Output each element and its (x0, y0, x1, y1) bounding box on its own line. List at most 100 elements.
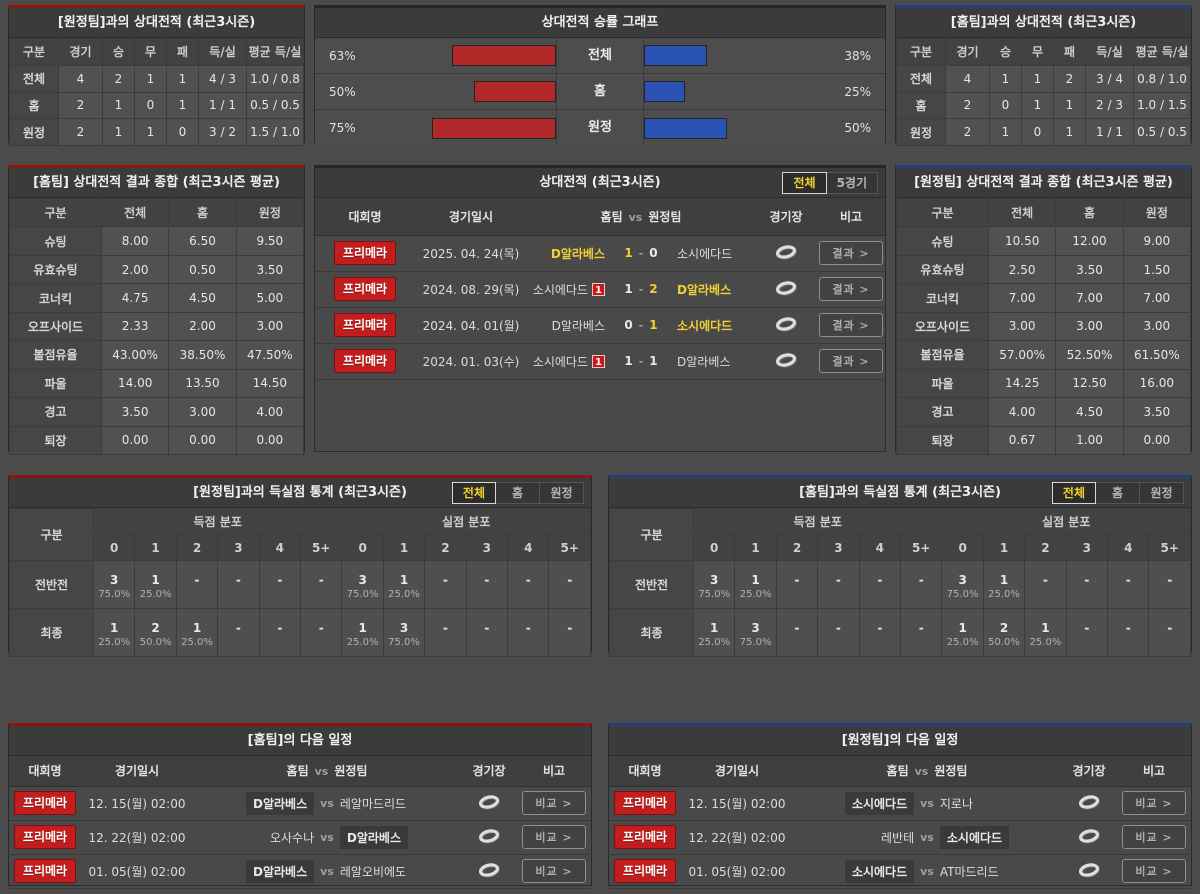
dist-cell: 3 75.0% (92, 560, 136, 609)
stat-value: 38.50% (168, 340, 237, 370)
bin-header: 5+ (1148, 534, 1191, 561)
home-team-name: 소시에다드 (844, 791, 915, 815)
home-team-name: D알라베스 (551, 318, 605, 333)
stadium-icon[interactable] (476, 793, 502, 814)
stadium-icon[interactable] (1076, 827, 1102, 848)
row-label: 유효슈팅 (896, 254, 989, 285)
compare-button[interactable]: 비교 > (522, 859, 586, 883)
col-header: 대회명 (9, 756, 81, 787)
dist-cell: - (465, 560, 509, 609)
goals-row: 전반전 3 75.0% 1 25.0% - - - - 3 75.0% 1 25.0% … (9, 560, 591, 609)
dist-cell: 3 75.0% (382, 608, 426, 657)
vs-label: vs (320, 830, 334, 844)
dist-cell: 1 25.0% (692, 608, 736, 657)
stat-value: 1 (166, 91, 199, 120)
dist-cell: 1 25.0% (382, 560, 426, 609)
dist-cell: - (775, 560, 819, 609)
winrate-category: 원정 (556, 110, 644, 146)
row-label: 전체 (896, 64, 946, 93)
stadium-icon[interactable] (773, 279, 799, 300)
away-team-name: 소시에다드 (677, 318, 733, 333)
result-button[interactable]: 결과 > (819, 313, 883, 337)
compare-button[interactable]: 비교 > (1122, 859, 1186, 883)
dist-cell: - (1024, 560, 1067, 609)
section-title: [원정팀]과의 득실점 통계 (최근3시즌) 전체 홈 원정 (9, 478, 591, 508)
result-button[interactable]: 결과 > (819, 241, 883, 265)
summary-away-table: 구분 전체 홈 원정 슈팅 10.50 12.00 9.00 유효슈팅 2.50 3.50 1.5… (896, 197, 1192, 455)
dist-cell: 1 25.0% (982, 560, 1026, 609)
stat-value: 4 (58, 64, 103, 93)
dist-cell: - (300, 608, 343, 657)
compare-button[interactable]: 비교 > (522, 791, 586, 815)
stat-value: 3.50 (1055, 254, 1124, 285)
section-title: [원정팀]의 다음 일정 (609, 726, 1191, 756)
tab-away[interactable]: 원정 (540, 482, 584, 504)
compare-button[interactable]: 비교 > (1122, 791, 1186, 815)
stat-value: 7.00 (987, 283, 1057, 313)
tab-all[interactable]: 전체 (451, 482, 496, 504)
stat-value: 2.00 (168, 311, 237, 342)
compare-button[interactable]: 비교 > (522, 825, 586, 849)
result-button[interactable]: 결과 > (819, 277, 883, 301)
col-header: 무 (1021, 38, 1054, 66)
stat-value: 2 (1053, 64, 1086, 93)
stadium-icon[interactable] (476, 827, 502, 848)
group-header: 실점 분포 (941, 508, 1191, 535)
goals-home-table: 구분 득점 분포 실점 분포 0 1 2 3 4 5+ 0 1 2 3 4 5+ 전반전 3 75.0… (609, 508, 1191, 657)
tab-all[interactable]: 전체 (1051, 482, 1096, 504)
stadium-icon[interactable] (1076, 793, 1102, 814)
stadium-icon[interactable] (773, 351, 799, 372)
bin-header: 3 (465, 534, 509, 561)
bin-header: 1 (134, 534, 177, 561)
home-schedule-table: 대회명 경기일시 홈팀 vs 원정팀 경기장 비고 프리메라 12. 15(월) 0… (9, 756, 591, 889)
stat-value: 3.50 (235, 254, 305, 285)
bin-header: 1 (382, 534, 426, 561)
section-title: [원정팀] 상대전적 결과 종합 (최근3시즌 평균) (896, 168, 1191, 198)
col-header: 경기 (58, 38, 103, 66)
row-label: 퇴장 (9, 425, 102, 455)
result-button[interactable]: 결과 > (819, 349, 883, 373)
tab-last5[interactable]: 5경기 (826, 172, 878, 194)
tab-home[interactable]: 홈 (1096, 482, 1140, 504)
col-header: 구분 (609, 508, 694, 561)
tab-all[interactable]: 전체 (782, 172, 827, 194)
tab-away[interactable]: 원정 (1140, 482, 1184, 504)
match-date: 2024. 04. 01(월) (415, 307, 527, 344)
col-header: 구분 (896, 38, 946, 66)
row-label: 경고 (9, 397, 102, 427)
match-date: 12. 22(월) 02:00 (81, 820, 193, 855)
home-team-name: 소시에다드 (532, 282, 588, 297)
stat-value: 0.00 (100, 425, 170, 455)
dist-cell: 1 25.0% (92, 608, 136, 657)
match-score: 1-0 (624, 246, 658, 260)
stat-value: 1 (989, 118, 1022, 146)
bin-header: 3 (817, 534, 860, 561)
bin-header: 2 (775, 534, 819, 561)
match-score: 1-2 (624, 282, 658, 296)
away-team-name: 소시에다드 (939, 825, 1010, 849)
goals-away-table: 구분 득점 분포 실점 분포 0 1 2 3 4 5+ 0 1 2 3 4 5+ 전반전 3 75.0… (9, 508, 591, 657)
dist-cell: 1 25.0% (734, 560, 777, 609)
row-label: 퇴장 (896, 425, 989, 455)
row-label: 오프사이드 (9, 311, 102, 342)
stat-value: 7.00 (1122, 283, 1192, 313)
dist-cell: 2 50.0% (134, 608, 177, 657)
stat-value: 0.00 (235, 425, 305, 455)
stadium-icon[interactable] (773, 315, 799, 336)
tab-home[interactable]: 홈 (496, 482, 540, 504)
dist-cell: - (1148, 560, 1191, 609)
col-header: 원정 (235, 197, 305, 228)
stat-value: 1 / 1 (1085, 118, 1134, 146)
stadium-icon[interactable] (476, 861, 502, 882)
dist-cell: - (1148, 608, 1191, 657)
bin-header: 1 (982, 534, 1026, 561)
compare-button[interactable]: 비교 > (1122, 825, 1186, 849)
stat-value: 61.50% (1122, 340, 1192, 370)
section-title: 상대전적 (최근3시즌) 전체 5경기 (315, 168, 885, 198)
stadium-icon[interactable] (773, 243, 799, 264)
col-header: 무 (134, 38, 167, 66)
row-label: 슈팅 (9, 226, 102, 256)
schedule-row: 프리메라 12. 15(월) 02:00 소시에다드 vs 지로나 비교 > (609, 786, 1191, 821)
stadium-icon[interactable] (1076, 861, 1102, 882)
col-header: 비고 (817, 198, 885, 236)
